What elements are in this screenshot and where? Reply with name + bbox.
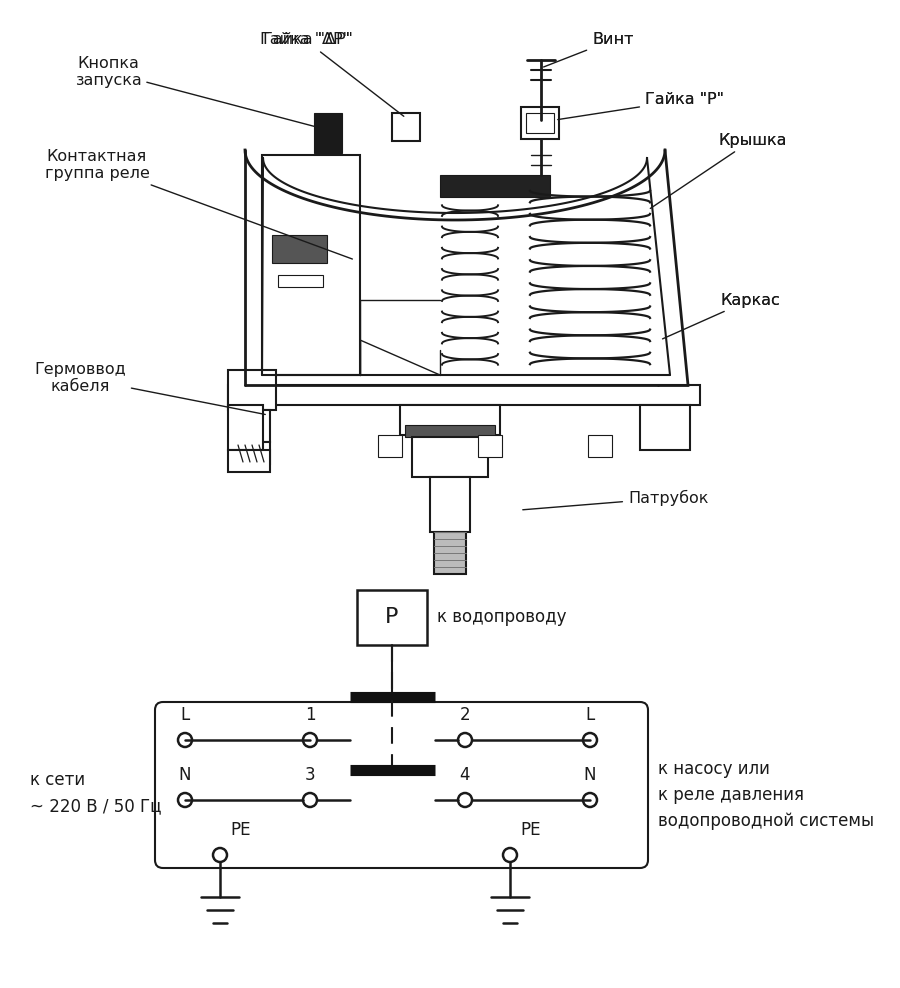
Text: Крышка: Крышка [718, 132, 787, 147]
Text: PE: PE [230, 821, 250, 839]
Bar [521, 107, 559, 139]
Bar [262, 155, 360, 375]
Bar [478, 435, 502, 457]
Bar [526, 113, 554, 133]
Circle shape [213, 848, 227, 862]
Bar [440, 175, 550, 197]
Bar [278, 275, 323, 287]
Text: Гермоввод
кабеля: Гермоввод кабеля [34, 362, 266, 414]
Text: L: L [180, 706, 190, 724]
Text: 2: 2 [460, 706, 471, 724]
Bar [640, 405, 690, 450]
Text: Крышка: Крышка [651, 132, 787, 208]
Text: Патрубок: Патрубок [523, 490, 708, 510]
Text: N: N [179, 766, 191, 784]
Text: Каркас: Каркас [720, 292, 779, 307]
Bar [228, 405, 263, 450]
Circle shape [503, 848, 517, 862]
Text: Р: Р [385, 607, 399, 627]
Bar [228, 450, 270, 472]
Bar [357, 590, 427, 644]
Circle shape [458, 793, 472, 807]
Text: Гайка "ΔР": Гайка "ΔР" [263, 33, 353, 47]
Bar [228, 370, 276, 410]
Bar [228, 385, 700, 405]
Text: 1: 1 [305, 706, 315, 724]
Bar [314, 113, 342, 153]
Bar [234, 410, 270, 442]
Text: 4: 4 [460, 766, 470, 784]
Bar [272, 235, 327, 263]
Text: Винт: Винт [544, 33, 634, 67]
Bar [434, 532, 466, 574]
Circle shape [178, 793, 192, 807]
Text: к водопроводу: к водопроводу [437, 608, 566, 626]
Text: N: N [584, 766, 596, 784]
Text: Каркас: Каркас [662, 292, 779, 339]
Bar [392, 113, 420, 141]
Bar [412, 437, 488, 477]
Bar [234, 442, 270, 464]
Text: Гайка "Р": Гайка "Р" [558, 93, 724, 120]
Text: к насосу или
к реле давления
водопроводной системы: к насосу или к реле давления водопроводн… [658, 760, 874, 830]
Text: Контактная
группа реле: Контактная группа реле [45, 149, 353, 259]
Text: Гайка "ΔР": Гайка "ΔР" [260, 33, 404, 117]
Text: Гайка "Р": Гайка "Р" [645, 93, 724, 108]
Bar [405, 425, 495, 437]
Bar [378, 435, 402, 457]
Circle shape [303, 733, 317, 747]
Circle shape [303, 793, 317, 807]
Text: L: L [585, 706, 595, 724]
Text: Кнопка
запуска: Кнопка запуска [75, 55, 325, 129]
Text: PE: PE [520, 821, 541, 839]
Text: 3: 3 [305, 766, 315, 784]
Bar [430, 477, 470, 532]
Circle shape [178, 733, 192, 747]
Text: к сети
~ 220 В / 50 Гц: к сети ~ 220 В / 50 Гц [30, 771, 161, 815]
Bar [400, 405, 500, 435]
Circle shape [583, 733, 597, 747]
Circle shape [583, 793, 597, 807]
Circle shape [458, 733, 472, 747]
Text: Винт: Винт [592, 33, 634, 47]
Bar [588, 435, 612, 457]
